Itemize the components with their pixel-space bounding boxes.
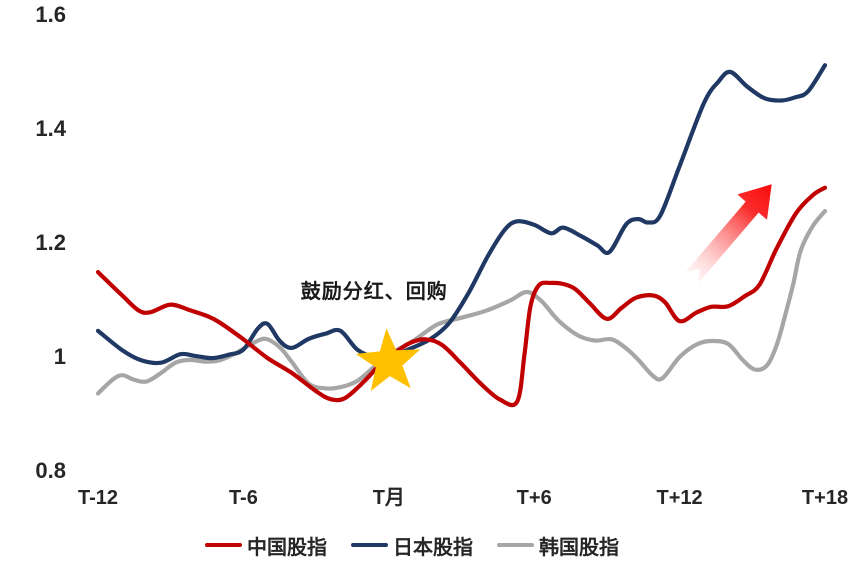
legend-swatch-korea <box>497 542 534 548</box>
star-icon <box>355 328 421 391</box>
up-trend-arrow-icon <box>685 184 772 284</box>
y-tick-label: 1.4 <box>35 116 66 141</box>
legend-item-japan: 日本股指 <box>351 531 473 560</box>
legend-label-japan: 日本股指 <box>393 536 473 559</box>
legend-item-china: 中国股指 <box>205 531 327 560</box>
series-line-0 <box>95 185 828 408</box>
event-annotation: 鼓励分红、回购 <box>300 280 448 303</box>
x-tick-label: T-6 <box>228 487 258 509</box>
x-tick-label: T+12 <box>656 487 703 509</box>
y-tick-label: 1.6 <box>35 2 66 27</box>
x-tick-label: T-12 <box>77 487 119 509</box>
legend-item-korea: 韩国股指 <box>497 531 619 560</box>
x-tick-label: T+6 <box>516 487 552 509</box>
y-tick-label: 1 <box>53 344 66 369</box>
legend-label-korea: 韩国股指 <box>539 536 619 559</box>
legend-swatch-japan <box>351 542 388 548</box>
x-tick-label: T月 <box>372 487 405 509</box>
series-line-2 <box>95 209 828 396</box>
legend-label-china: 中国股指 <box>247 536 327 559</box>
legend-swatch-china <box>205 542 242 548</box>
y-tick-label: 0.8 <box>35 458 66 483</box>
y-tick-label: 1.2 <box>35 230 66 255</box>
series-line-1 <box>95 63 828 366</box>
x-tick-label: T+18 <box>801 487 849 509</box>
chart-legend: 中国股指 日本股指 韩国股指 <box>0 531 864 559</box>
